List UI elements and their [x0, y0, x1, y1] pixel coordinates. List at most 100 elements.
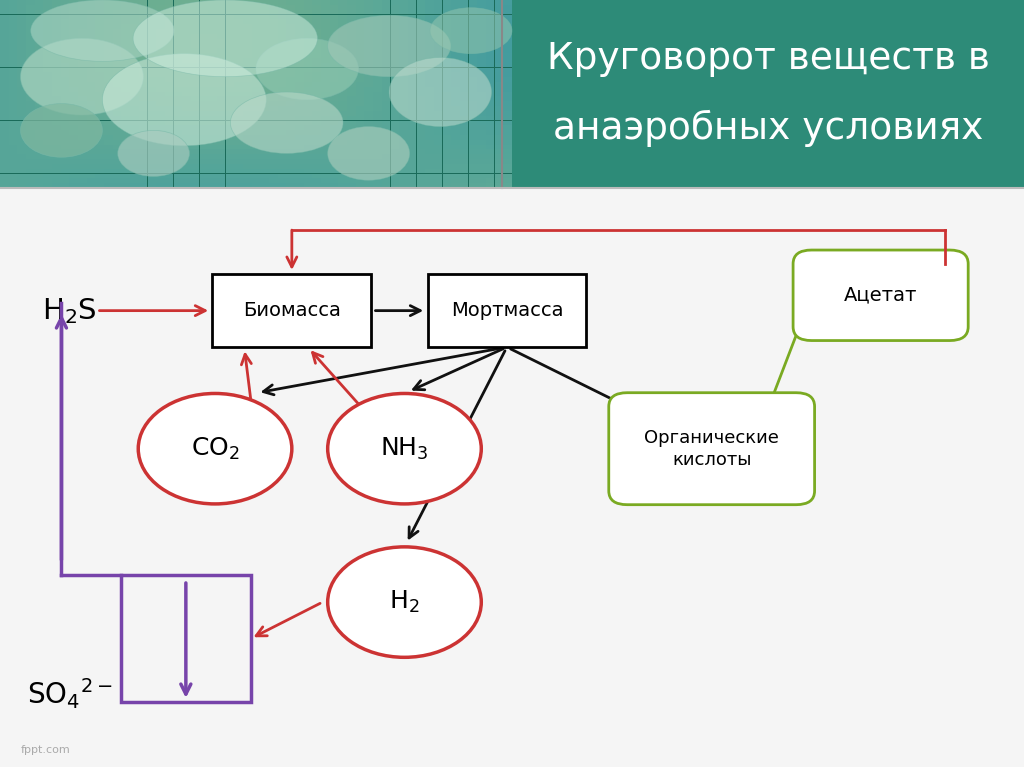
Bar [382, 183, 390, 188]
Bar [173, 15, 182, 19]
Bar [104, 67, 113, 72]
Bar [0, 169, 8, 173]
Bar [87, 34, 95, 38]
Bar [182, 111, 190, 116]
Bar [113, 173, 122, 178]
Bar [408, 173, 417, 178]
Bar [269, 38, 278, 44]
Bar [234, 29, 243, 34]
Bar [495, 29, 503, 34]
Bar [0, 125, 8, 130]
Bar [442, 120, 452, 125]
Bar [43, 25, 52, 29]
Bar [208, 169, 217, 173]
Bar [382, 67, 390, 72]
Bar [295, 159, 303, 164]
Bar [390, 92, 399, 97]
Bar [339, 48, 347, 53]
Bar [304, 179, 312, 183]
Bar [260, 63, 269, 67]
Bar [252, 25, 260, 29]
Bar [52, 25, 60, 29]
Bar [417, 77, 425, 82]
Bar [157, 87, 165, 91]
Bar [434, 5, 442, 10]
Ellipse shape [389, 58, 492, 127]
Bar [78, 140, 87, 144]
Bar [442, 53, 452, 58]
Bar [278, 183, 287, 188]
Bar [200, 63, 208, 67]
Bar [60, 179, 70, 183]
Bar [60, 44, 70, 48]
Bar [512, 10, 520, 15]
Bar [347, 183, 355, 188]
Bar [442, 38, 452, 44]
Bar [60, 140, 70, 144]
Bar [347, 87, 355, 91]
Bar [17, 29, 26, 34]
Bar [35, 67, 43, 72]
Bar [495, 179, 503, 183]
Bar [408, 145, 417, 150]
Bar [147, 72, 156, 77]
Bar [252, 169, 260, 173]
Bar [260, 106, 269, 110]
Bar [495, 97, 503, 101]
Bar [17, 101, 26, 106]
Bar [390, 130, 399, 135]
Bar [87, 106, 95, 110]
Bar [182, 173, 190, 178]
Bar [312, 67, 321, 72]
Bar [35, 125, 43, 130]
Bar [122, 120, 130, 125]
Bar [408, 63, 417, 67]
Bar [60, 48, 70, 53]
Bar [382, 97, 390, 101]
Bar [252, 154, 260, 159]
Bar [322, 87, 330, 91]
Bar [373, 173, 382, 178]
Bar [243, 130, 252, 135]
Bar [190, 145, 200, 150]
Bar [130, 19, 138, 24]
Bar [234, 0, 243, 5]
Bar [234, 140, 243, 144]
Bar [234, 125, 243, 130]
Bar [399, 63, 408, 67]
Bar [173, 145, 182, 150]
Bar [452, 97, 460, 101]
Bar [95, 92, 104, 97]
Bar [504, 15, 512, 19]
Bar [208, 101, 217, 106]
Bar [70, 87, 78, 91]
Bar [104, 77, 113, 82]
Text: Круговорот веществ в: Круговорот веществ в [547, 41, 989, 77]
Bar [417, 63, 425, 67]
Bar [295, 120, 303, 125]
Bar [139, 169, 147, 173]
Bar [173, 111, 182, 116]
Bar [252, 38, 260, 44]
Bar [243, 164, 252, 169]
Bar [304, 130, 312, 135]
Bar [139, 34, 147, 38]
Bar [208, 44, 217, 48]
Bar [165, 34, 173, 38]
Bar [217, 169, 225, 173]
Bar [130, 34, 138, 38]
Bar [200, 145, 208, 150]
Bar [52, 0, 60, 5]
Bar [190, 164, 200, 169]
Bar [26, 63, 35, 67]
Bar [304, 77, 312, 82]
Bar [26, 169, 35, 173]
Bar [469, 106, 477, 110]
Bar [460, 38, 468, 44]
Bar [60, 58, 70, 63]
Bar [399, 111, 408, 116]
Bar [147, 130, 156, 135]
Bar [355, 63, 365, 67]
Bar [182, 29, 190, 34]
Bar [35, 111, 43, 116]
